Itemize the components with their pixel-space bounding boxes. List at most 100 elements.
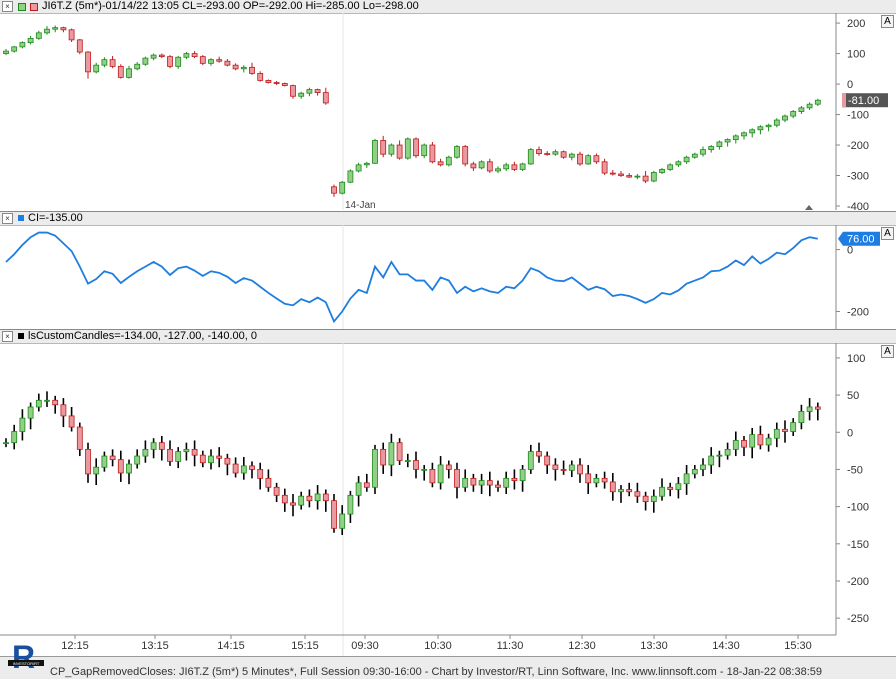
- custom-candle: [281, 494, 288, 504]
- price-candle: [347, 170, 354, 183]
- price-candle: [675, 161, 682, 166]
- custom-candle: [134, 455, 141, 465]
- custom-candle: [76, 426, 83, 450]
- custom-candle: [667, 486, 674, 490]
- time-tick-label: 11:30: [497, 640, 524, 652]
- custom-candle: [183, 448, 190, 452]
- price-candle: [27, 37, 34, 44]
- price-candle: [806, 103, 813, 109]
- ci-chart[interactable]: 0 -200 76.00: [0, 225, 896, 329]
- ci-value-label: 76.00: [847, 234, 875, 246]
- price-candle: [208, 59, 214, 64]
- custom-candle: [150, 442, 157, 450]
- price-pane: × JI6T.Z (5m*)-01/14/22 13:05 CL=-293.00…: [0, 0, 896, 210]
- price-pane-header: × JI6T.Z (5m*)-01/14/22 13:05 CL=-293.00…: [0, 0, 896, 14]
- price-candle: [355, 164, 362, 172]
- price-candle: [609, 172, 616, 175]
- ci-pane-header: × CI=-135.00: [0, 212, 896, 226]
- custom-candle: [486, 480, 493, 486]
- price-candle: [150, 54, 157, 59]
- custom-tick-label: -150: [847, 539, 869, 551]
- price-candle: [757, 126, 764, 131]
- autoscale-button[interactable]: A: [881, 345, 894, 358]
- price-candle: [585, 155, 592, 165]
- custom-candle: [790, 422, 797, 432]
- ci-line: [5, 231, 818, 324]
- custom-candle: [208, 455, 214, 464]
- price-tick-label: 100: [847, 49, 865, 61]
- price-candle: [224, 60, 231, 66]
- close-pane-icon[interactable]: ×: [2, 331, 13, 342]
- custom-candle: [265, 477, 272, 488]
- price-candle: [486, 161, 493, 172]
- custom-candle: [35, 399, 42, 408]
- ci-value-tag: [838, 231, 880, 246]
- custom-candle: [19, 417, 26, 432]
- price-candle: [339, 181, 346, 194]
- price-candle: [552, 151, 559, 155]
- ci-pane-title: CI=-135.00: [28, 212, 83, 224]
- price-candle: [183, 53, 190, 58]
- custom-candle: [642, 495, 649, 502]
- custom-candle: [568, 464, 575, 471]
- price-candle: [544, 153, 551, 155]
- price-candle: [19, 42, 26, 48]
- custom-candle: [158, 442, 165, 450]
- custom-swatch: [18, 333, 24, 339]
- custom-candle: [421, 469, 428, 471]
- price-candle: [117, 65, 124, 78]
- custom-candle: [527, 451, 534, 470]
- custom-candles-chart[interactable]: 100 50 0 -50 -100 -150 -200 -250 12:15 13:15 14:15…: [0, 343, 896, 657]
- price-candle: [790, 111, 797, 117]
- price-candle: [167, 56, 173, 67]
- custom-candle: [3, 442, 9, 445]
- price-tick-label: -100: [847, 110, 869, 122]
- custom-candle: [11, 431, 18, 444]
- price-candle: [503, 164, 510, 170]
- price-candle: [618, 173, 624, 176]
- custom-candle: [675, 483, 682, 490]
- custom-candle: [314, 493, 321, 502]
- custom-candle: [552, 464, 559, 470]
- custom-candle: [585, 473, 592, 484]
- price-candle: [134, 63, 141, 70]
- price-candle: [142, 57, 149, 65]
- custom-candles-pane-header: × lsCustomCandles=-134.00, -127.00, -140…: [0, 330, 896, 344]
- price-pane-title: JI6T.Z (5m*)-01/14/22 13:05 CL=-293.00 O…: [42, 0, 419, 12]
- custom-candle: [724, 448, 731, 456]
- autoscale-button[interactable]: A: [881, 15, 894, 28]
- ci-tick-label: -200: [847, 307, 869, 319]
- custom-tick-label: -250: [847, 613, 869, 625]
- price-candle: [560, 151, 567, 158]
- price-candle: [76, 39, 83, 53]
- custom-candle: [44, 399, 50, 402]
- price-candle: [650, 172, 657, 182]
- price-candle: [527, 149, 534, 165]
- custom-candle: [363, 482, 370, 488]
- custom-candle: [355, 482, 362, 496]
- custom-candle: [478, 480, 485, 486]
- price-candle: [314, 89, 321, 93]
- ci-swatch: [18, 215, 24, 221]
- price-candle: [199, 56, 206, 64]
- custom-candle: [257, 469, 264, 479]
- price-candle: [191, 53, 198, 58]
- price-tick-label: 200: [847, 18, 865, 30]
- price-candle: [290, 85, 296, 97]
- close-pane-icon[interactable]: ×: [2, 213, 13, 224]
- custom-candle: [757, 434, 764, 446]
- price-candle: [511, 164, 518, 170]
- autoscale-button[interactable]: A: [881, 227, 894, 240]
- price-candle: [306, 89, 313, 94]
- custom-candle: [659, 486, 665, 497]
- custom-candle: [470, 477, 477, 486]
- custom-candle: [708, 455, 715, 466]
- close-pane-icon[interactable]: ×: [2, 1, 13, 12]
- custom-candle: [175, 451, 182, 462]
- price-candle: [429, 144, 436, 163]
- price-chart[interactable]: 200 100 0 -100 -200 -300 -400 14-Jan -81.00: [0, 13, 896, 210]
- custom-tick-label: -200: [847, 576, 869, 588]
- last-price-tag: [842, 93, 888, 108]
- custom-candle: [593, 477, 600, 484]
- price-tick-label: -300: [847, 171, 869, 183]
